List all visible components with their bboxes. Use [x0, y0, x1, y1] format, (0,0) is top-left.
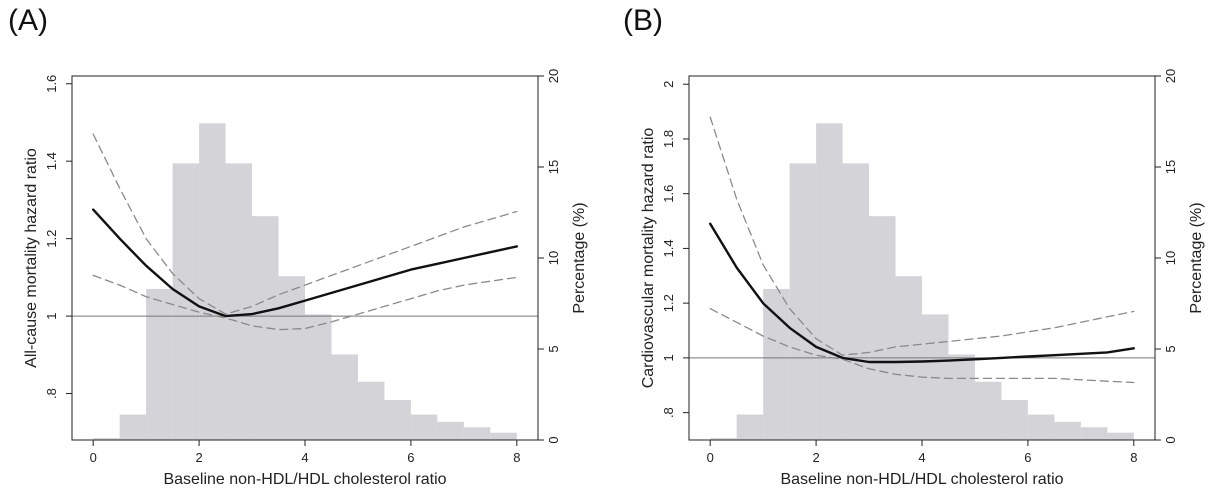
y2-tick-label: 10: [546, 251, 561, 265]
histogram-bar: [789, 163, 817, 441]
histogram-bar: [437, 421, 464, 440]
histogram-bar: [463, 427, 491, 440]
y2-tick-label: 15: [546, 160, 561, 174]
x-axis-title: Baseline non-HDL/HDL cholesterol ratio: [780, 471, 1063, 488]
histogram-bar: [93, 438, 120, 440]
histogram-bar: [816, 123, 843, 440]
histogram-bar: [1054, 421, 1081, 440]
y-tick-label: 1.6: [44, 75, 59, 93]
histogram-bar: [974, 381, 1002, 440]
histogram-bar: [842, 163, 870, 441]
y-axis-title: All-cause mortality hazard ratio: [23, 148, 40, 368]
x-tick-label: 8: [1130, 450, 1137, 465]
y2-tick-label: 10: [1163, 251, 1178, 265]
histogram-bar: [252, 216, 279, 440]
histogram-bar: [199, 123, 226, 440]
histogram-bar: [146, 288, 173, 440]
histogram-bar: [736, 414, 764, 440]
histogram-bar: [948, 354, 975, 440]
panel-label-b: (B): [623, 4, 663, 37]
histogram-bar: [384, 399, 411, 440]
histogram-bar: [869, 216, 896, 440]
y-tick-label: 1.2: [661, 294, 676, 312]
y-tick-label: 2: [661, 81, 676, 88]
y-tick-label: .8: [44, 388, 59, 399]
y2-tick-label: 0: [546, 436, 561, 443]
histogram-bar: [305, 314, 332, 440]
y-axis-title: Cardiovascular mortality hazard ratio: [640, 128, 657, 389]
x-tick-label: 2: [812, 450, 819, 465]
x-tick-label: 0: [90, 450, 97, 465]
histogram-bar: [172, 163, 200, 441]
y2-tick-label: 5: [1163, 345, 1178, 352]
x-tick-label: 6: [407, 450, 414, 465]
x-tick-label: 4: [918, 450, 925, 465]
histogram-bar: [225, 163, 253, 441]
hazard-ratio-line: [91, 208, 518, 318]
chart-panel-a: 0 2 4 6 8 .8 1 1.2 1.4 1.6 0 5 10 15 20 Baseline non-HD…: [23, 69, 588, 488]
y-tick-label: 1: [44, 312, 59, 319]
ci-upper-line: [709, 116, 1135, 356]
panel-label-a: (A): [8, 4, 48, 37]
x-tick-label: 8: [513, 450, 520, 465]
y2-tick-label: 5: [546, 345, 561, 352]
x-tick-label: 4: [301, 450, 308, 465]
ci-lower-line: [92, 274, 518, 331]
y-tick-label: 1: [661, 354, 676, 361]
histogram-bar: [1080, 427, 1108, 440]
histogram-bar: [1027, 414, 1055, 440]
histogram-bar: [763, 288, 790, 440]
histogram-bar: [1107, 432, 1134, 440]
y2-axis-title: Percentage (%): [571, 202, 588, 313]
y-tick-label: 1.6: [661, 185, 676, 203]
y-tick-label: .8: [661, 407, 676, 418]
histogram-bar: [119, 414, 147, 440]
x-tick-label: 0: [707, 450, 714, 465]
histogram-bar: [331, 354, 358, 440]
y2-tick-label: 15: [1163, 160, 1178, 174]
y2-tick-label: 0: [1163, 436, 1178, 443]
y2-tick-label: 20: [1163, 69, 1178, 83]
histogram-bar: [357, 381, 385, 440]
y2-tick-label: 20: [546, 69, 561, 83]
x-tick-label: 2: [195, 450, 202, 465]
x-axis-title: Baseline non-HDL/HDL cholesterol ratio: [163, 471, 446, 488]
y-tick-label: 1.2: [44, 230, 59, 248]
ci-lower-line: [709, 307, 1135, 384]
ci-upper-line: [92, 133, 518, 315]
histogram-bar: [490, 432, 517, 440]
y-tick-label: 1.4: [661, 239, 676, 257]
hazard-ratio-line: [708, 222, 1135, 364]
histogram-bar: [710, 438, 737, 440]
histogram-bar: [410, 414, 438, 440]
y-tick-label: 1.4: [44, 152, 59, 170]
histogram-bar: [1001, 399, 1028, 440]
y2-axis-title: Percentage (%): [1188, 202, 1205, 313]
y-tick-label: 1.8: [661, 130, 676, 148]
x-tick-label: 6: [1024, 450, 1031, 465]
